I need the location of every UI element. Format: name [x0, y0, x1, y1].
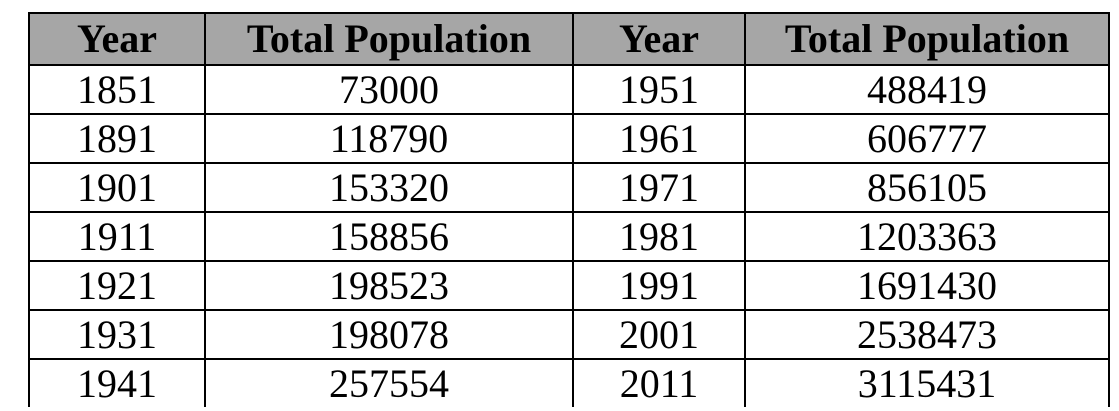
- population-cell: 606777: [744, 113, 1110, 164]
- population-cell: 158856: [204, 211, 574, 262]
- year-cell: 1851: [28, 64, 206, 115]
- header-population-right: Total Population: [744, 12, 1110, 66]
- year-cell: 2011: [572, 358, 746, 407]
- header-year-right: Year: [572, 12, 746, 66]
- population-cell: 856105: [744, 162, 1110, 213]
- population-table: Year Total Population Year Total Populat…: [28, 12, 1110, 407]
- population-cell: 198523: [204, 260, 574, 311]
- year-cell: 1891: [28, 113, 206, 164]
- population-cell: 118790: [204, 113, 574, 164]
- table-row: 1921 198523 1991 1691430: [28, 260, 1110, 311]
- population-cell: 198078: [204, 309, 574, 360]
- population-cell: 3115431: [744, 358, 1110, 407]
- year-cell: 1951: [572, 64, 746, 115]
- table-row: 1931 198078 2001 2538473: [28, 309, 1110, 360]
- year-cell: 1901: [28, 162, 206, 213]
- population-cell: 1203363: [744, 211, 1110, 262]
- year-cell: 1971: [572, 162, 746, 213]
- population-cell: 1691430: [744, 260, 1110, 311]
- table-row: 1851 73000 1951 488419: [28, 64, 1110, 115]
- year-cell: 1941: [28, 358, 206, 407]
- year-cell: 1921: [28, 260, 206, 311]
- table-row: 1911 158856 1981 1203363: [28, 211, 1110, 262]
- year-cell: 1961: [572, 113, 746, 164]
- year-cell: 1991: [572, 260, 746, 311]
- population-cell: 2538473: [744, 309, 1110, 360]
- header-year-left: Year: [28, 12, 206, 66]
- population-cell: 73000: [204, 64, 574, 115]
- table-row: 1941 257554 2011 3115431: [28, 358, 1110, 407]
- year-cell: 1981: [572, 211, 746, 262]
- population-cell: 153320: [204, 162, 574, 213]
- table-header: Year Total Population Year Total Populat…: [28, 12, 1110, 66]
- header-population-left: Total Population: [204, 12, 574, 66]
- table-row: 1901 153320 1971 856105: [28, 162, 1110, 213]
- table-row: 1891 118790 1961 606777: [28, 113, 1110, 164]
- table-body: 1851 73000 1951 488419 1891 118790 1961 …: [28, 64, 1110, 407]
- year-cell: 1911: [28, 211, 206, 262]
- year-cell: 1931: [28, 309, 206, 360]
- population-cell: 257554: [204, 358, 574, 407]
- header-row: Year Total Population Year Total Populat…: [28, 12, 1110, 66]
- year-cell: 2001: [572, 309, 746, 360]
- population-cell: 488419: [744, 64, 1110, 115]
